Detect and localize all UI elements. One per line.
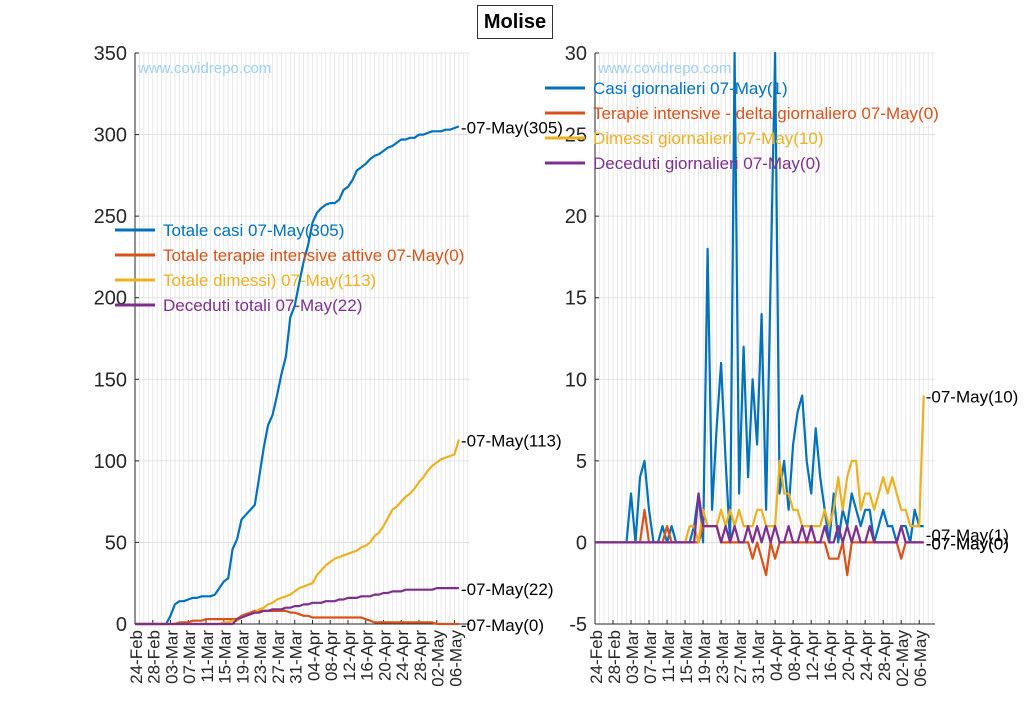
series-end-label-3: -07-May(113) — [461, 432, 562, 451]
legend-entry-1: Totale casi 07-May(305) — [163, 221, 344, 240]
y-tick-label: 5 — [576, 451, 587, 473]
chart-title: Molise — [477, 5, 553, 39]
series-line-1 — [595, 51, 924, 544]
x-tick-label: 19-Mar — [695, 630, 714, 684]
x-tick-label: 03-Mar — [623, 630, 642, 684]
x-tick-label: 24-Apr — [857, 630, 876, 681]
series-line-2 — [135, 609, 459, 626]
x-tick-label: 23-Mar — [713, 630, 732, 684]
y-tick-label: 10 — [565, 369, 587, 391]
x-tick-label: 11-Mar — [659, 630, 678, 683]
y-tick-label: 100 — [94, 451, 127, 473]
series-end-label-1: -07-May(305) — [461, 118, 563, 137]
x-tick-label: 24-Apr — [393, 630, 412, 681]
y-tick-label: 20 — [565, 206, 587, 228]
x-tick-label: 20-Apr — [839, 630, 858, 681]
y-tick-label: 25 — [565, 125, 587, 147]
legend-entry-2: Terapie intensive - delta giornaliero 07… — [593, 104, 939, 123]
y-tick-label: 350 — [94, 43, 127, 65]
watermark-text: www.covidrepo.com — [137, 60, 271, 77]
x-tick-label: 16-Apr — [821, 630, 840, 681]
x-tick-label: 28-Apr — [411, 630, 430, 681]
x-tick-label: 31-Mar — [287, 630, 306, 684]
legend-entry-3: Totale dimessi) 07-May(113) — [163, 271, 376, 290]
x-tick-label: 03-Mar — [162, 630, 181, 684]
x-tick-label: 28-Feb — [145, 630, 164, 684]
series-line-4 — [595, 492, 924, 544]
x-tick-label: 12-Apr — [340, 630, 359, 681]
x-tick-label: 08-Apr — [322, 630, 341, 681]
x-tick-label: 12-Apr — [803, 630, 822, 681]
y-tick-label: 0 — [116, 614, 127, 636]
legend-entry-2: Totale terapie intensive attive 07-May(0… — [163, 246, 464, 265]
series-end-label-4: -07-May(0) — [926, 534, 1009, 553]
x-tick-label: 24-Feb — [587, 630, 606, 684]
y-tick-label: 150 — [94, 369, 127, 391]
legend-entry-3: Dimessi giornalieri 07-May(10) — [593, 129, 824, 148]
y-tick-label: -5 — [569, 614, 587, 636]
y-tick-label: 300 — [94, 125, 127, 147]
x-tick-label: 04-Apr — [767, 630, 786, 681]
x-tick-label: 19-Mar — [233, 630, 252, 684]
watermark-text: www.covidrepo.com — [597, 60, 731, 77]
x-tick-label: 07-Mar — [180, 630, 199, 684]
y-tick-label: 50 — [105, 532, 127, 554]
chart-panel-2: -5 0 5 10 15 20 25 30 24-Feb 28-Feb 03-Mar 07-Mar 11… — [545, 43, 1018, 687]
y-tick-label: 15 — [565, 288, 587, 310]
legend-entry-4: Deceduti giornalieri 07-May(0) — [593, 154, 821, 173]
legend-entry-4: Deceduti totali 07-May(22) — [163, 296, 362, 315]
series-end-label-4: -07-May(22) — [461, 580, 554, 599]
x-tick-label: 07-Mar — [641, 630, 660, 684]
x-tick-label: 23-Mar — [251, 630, 270, 684]
series-end-label-1: -07-May(1) — [926, 526, 1009, 545]
x-tick-label: 27-Mar — [731, 630, 750, 684]
x-tick-label: 15-Mar — [677, 630, 696, 684]
x-tick-label: 06-May — [446, 630, 465, 687]
x-tick-label: 28-Apr — [875, 630, 894, 681]
x-tick-label: 02-May — [429, 630, 448, 687]
chart-panel-1: 05010015020025030035024-Feb28-Feb03-Mar0… — [94, 43, 563, 687]
y-tick-label: 250 — [94, 206, 127, 228]
x-tick-label: 02-May — [893, 630, 912, 687]
y-tick-label: 30 — [565, 43, 587, 65]
x-tick-label: 06-May — [911, 630, 930, 687]
x-tick-label: 15-Mar — [216, 630, 235, 684]
series-line-4 — [135, 586, 459, 626]
x-tick-label: 04-Apr — [304, 630, 323, 681]
series-end-label-3: -07-May(10) — [926, 388, 1019, 407]
x-tick-label: 31-Mar — [749, 630, 768, 684]
x-tick-label: 24-Feb — [127, 630, 146, 684]
x-tick-label: 11-Mar — [198, 630, 217, 683]
series-end-label-2: -07-May(0) — [461, 616, 544, 635]
series-line-1 — [135, 125, 460, 626]
legend-entry-1: Casi giornalieri 07-May(1) — [593, 79, 788, 98]
x-tick-label: 16-Apr — [358, 630, 377, 681]
x-tick-label: 28-Feb — [605, 630, 624, 684]
series-end-label-2: -07-May(0) — [926, 534, 1009, 553]
y-tick-label: 0 — [576, 532, 587, 554]
x-tick-label: 20-Apr — [375, 630, 394, 681]
x-tick-label: 27-Mar — [269, 630, 288, 684]
x-tick-label: 08-Apr — [785, 630, 804, 681]
